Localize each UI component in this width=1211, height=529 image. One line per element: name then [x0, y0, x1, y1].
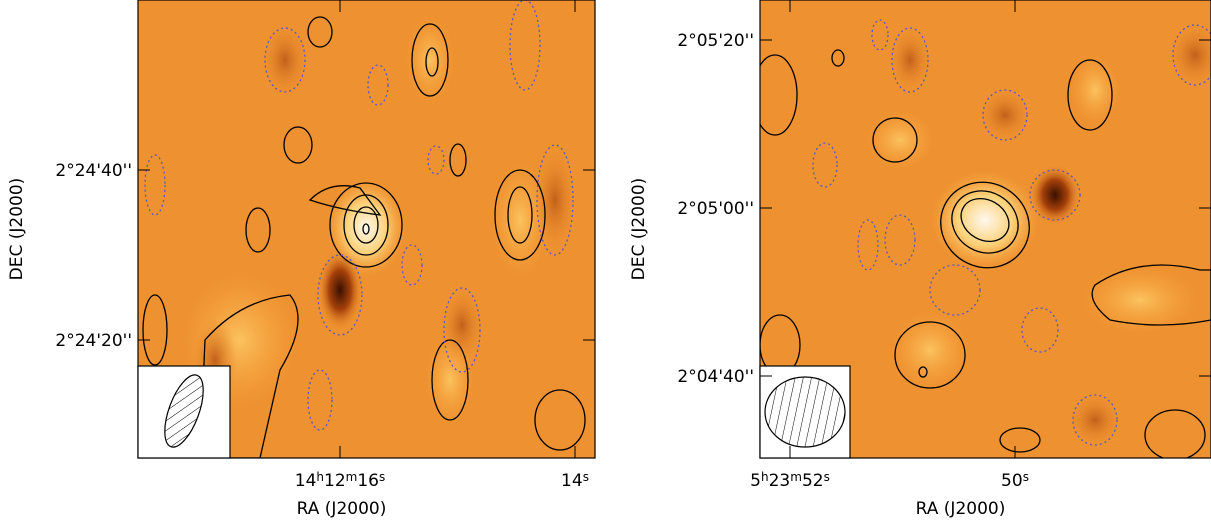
ra-tick-label: 14s — [561, 470, 589, 491]
number: 52 — [802, 471, 824, 491]
ra-tick-label: 5h23m52s — [750, 470, 830, 491]
y-axis-label: DEC (J2000) — [629, 178, 649, 281]
dec-tick-label: 2°05'20'' — [677, 31, 754, 51]
number: 14 — [561, 471, 583, 491]
number: 50 — [1001, 471, 1023, 491]
dec-tick-label: 2°05'00'' — [677, 199, 754, 219]
ra-tick-label: 50s — [1001, 470, 1029, 491]
unit: s — [379, 470, 385, 484]
unit: s — [1023, 470, 1029, 484]
unit: m — [790, 470, 802, 484]
x-axis-label: RA (J2000) — [297, 499, 387, 519]
unit: h — [761, 470, 769, 484]
number: 12 — [324, 471, 346, 491]
unit: s — [583, 470, 589, 484]
unit: m — [346, 470, 358, 484]
left-beam — [137, 365, 231, 459]
dec-tick-label: 2°04'40'' — [677, 367, 754, 387]
number: 23 — [769, 471, 791, 491]
dec-tick-label: 2°24'40'' — [55, 161, 132, 181]
ra-tick-label: 14h12m16s — [295, 470, 386, 491]
right-beam — [759, 365, 851, 459]
y-axis-label: DEC (J2000) — [7, 178, 27, 281]
number: 5 — [750, 471, 761, 491]
number: 16 — [357, 471, 379, 491]
unit: h — [316, 470, 324, 484]
left-frame — [137, 0, 596, 459]
dec-tick-label: 2°24'20'' — [55, 331, 132, 351]
x-axis-label: RA (J2000) — [916, 499, 1006, 519]
unit: s — [824, 470, 830, 484]
right-frame — [759, 0, 1211, 459]
number: 14 — [295, 471, 317, 491]
